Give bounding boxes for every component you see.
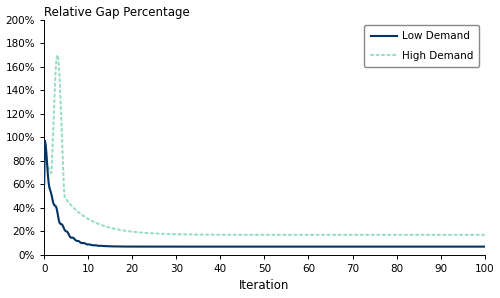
Text: Relative Gap Percentage: Relative Gap Percentage: [44, 6, 190, 18]
Line: Low Demand: Low Demand: [44, 141, 484, 247]
High Demand: [41, 150, 47, 153]
Low Demand: [41, 183, 47, 186]
High Demand: [482, 233, 488, 237]
Low Demand: [336, 245, 342, 249]
Low Demand: [478, 245, 484, 249]
High Demand: [302, 233, 308, 237]
High Demand: [120, 229, 126, 232]
Low Demand: [42, 139, 48, 142]
X-axis label: Iteration: Iteration: [239, 280, 290, 292]
Low Demand: [482, 245, 488, 249]
Low Demand: [120, 245, 126, 248]
High Demand: [374, 233, 380, 237]
Low Demand: [241, 245, 247, 249]
High Demand: [54, 53, 60, 57]
Line: High Demand: High Demand: [44, 55, 484, 235]
Low Demand: [155, 245, 161, 249]
High Demand: [155, 232, 161, 235]
High Demand: [336, 233, 342, 237]
Legend: Low Demand, High Demand: Low Demand, High Demand: [364, 25, 480, 67]
High Demand: [241, 233, 247, 237]
Low Demand: [374, 245, 380, 249]
Low Demand: [302, 245, 308, 249]
